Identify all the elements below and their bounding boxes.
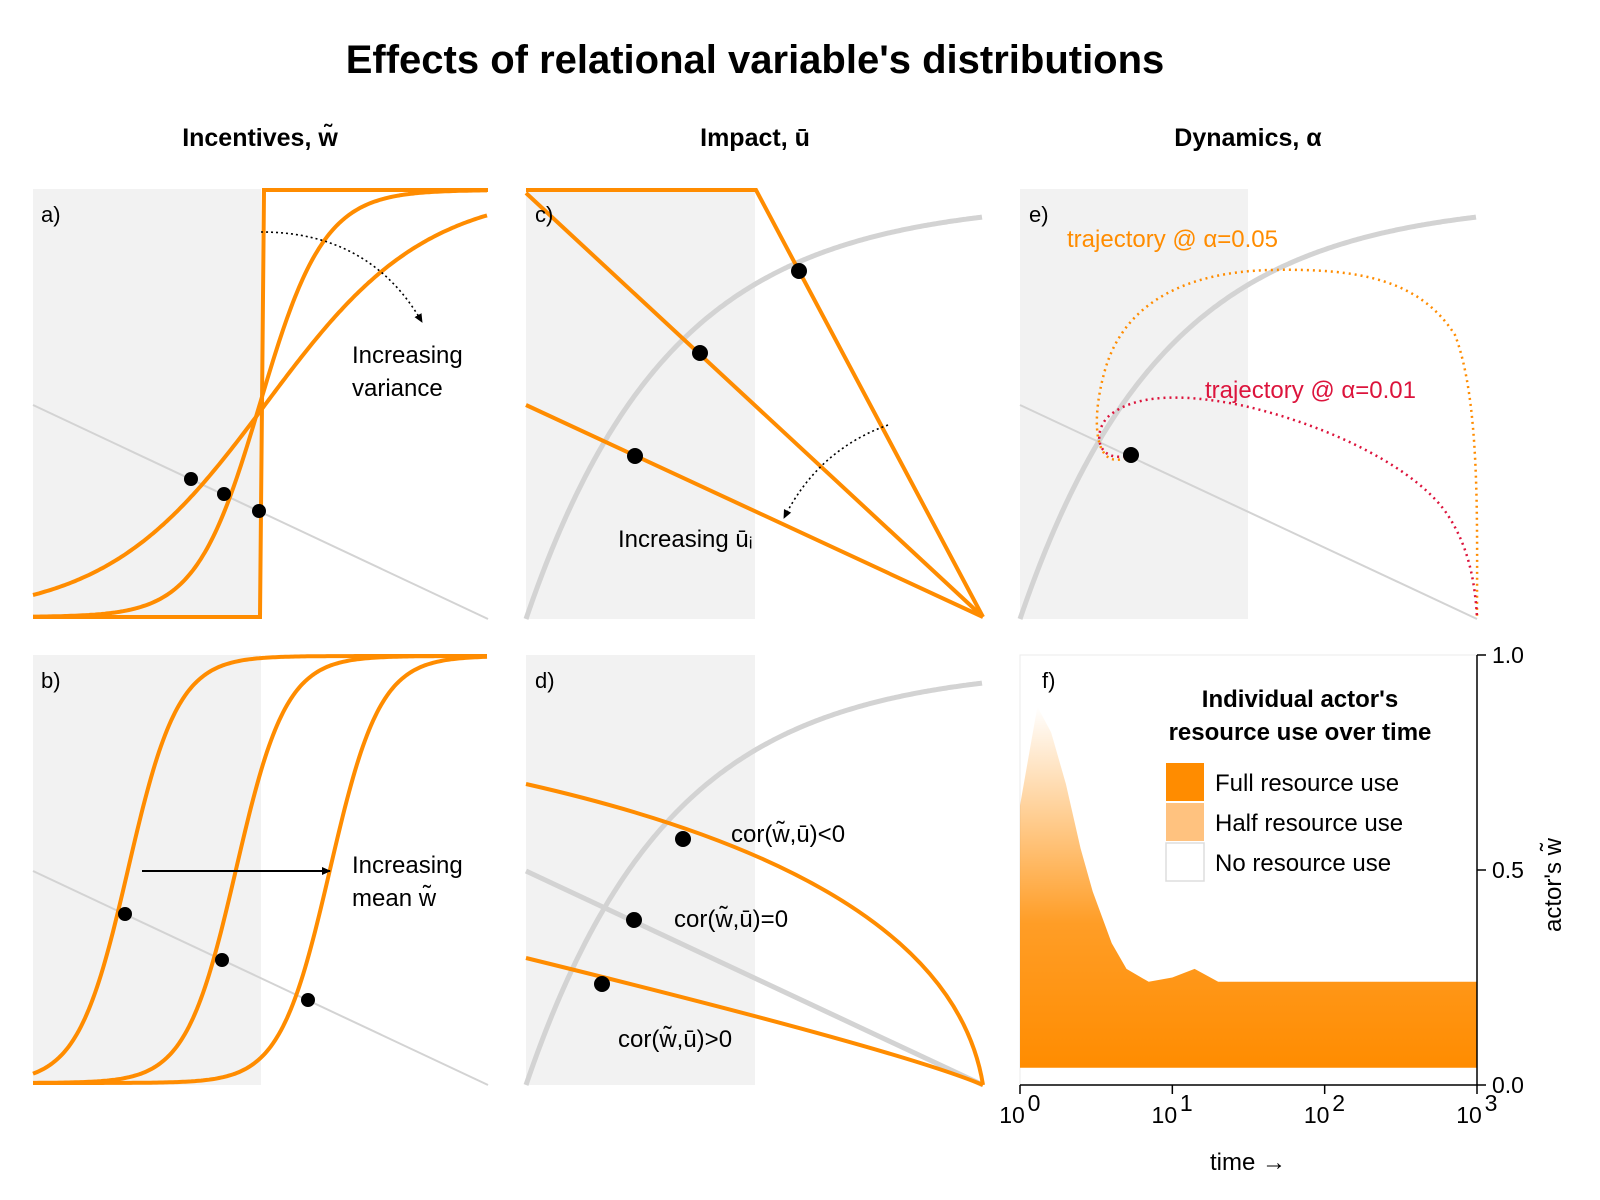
legend-swatch-none	[1165, 842, 1205, 882]
panel-c: c) Increasing ūᵢ	[523, 188, 985, 620]
legend-title-line2: resource use over time	[1169, 719, 1432, 746]
panel-c-annotation: Increasing ūᵢ	[618, 526, 753, 553]
legend-label-none: No resource use	[1215, 850, 1391, 877]
panel-a-arrow	[260, 231, 423, 323]
panel-b-point	[301, 993, 315, 1007]
x-tick-label: 10	[1456, 1102, 1482, 1128]
panel-a-annotation-line1: Increasing	[352, 342, 463, 369]
panel-f-y-axis: 0.0 0.5 1.0	[1476, 642, 1524, 1098]
panel-d-line-zero-cor	[524, 868, 985, 1088]
panel-d-label-positive: cor(w̃,ū)>0	[618, 1026, 732, 1053]
legend-swatch-full	[1166, 763, 1204, 801]
panel-d-point	[594, 976, 610, 992]
column-title-incentives: Incentives, w̃	[182, 123, 338, 152]
panel-b-point	[118, 907, 132, 921]
panel-e: e) trajectory @ α=0.05 trajectory @ α=0.…	[1017, 189, 1479, 620]
panel-a: a) Increasing variance	[32, 188, 489, 620]
panel-c-point	[791, 263, 807, 279]
panel-c-arrow	[783, 424, 889, 519]
panel-e-letter: e)	[1029, 202, 1049, 227]
panel-a-point	[217, 487, 231, 501]
x-tick-exponent: 3	[1485, 1090, 1498, 1116]
panel-d: d) cor(w̃,ū)<0 cor(w̃,ū)=0 cor(w̃,ū)>0	[523, 655, 985, 1088]
panel-d-curve-negative-cor	[525, 782, 985, 1086]
y-tick-label: 1.0	[1492, 642, 1524, 668]
panel-b-curve-mid-mean	[33, 654, 487, 1085]
figure-title: Effects of relational variable's distrib…	[346, 38, 1165, 82]
panel-d-point	[675, 831, 691, 847]
panel-d-label-zero: cor(w̃,ū)=0	[674, 906, 788, 933]
legend-swatch-half	[1166, 803, 1204, 841]
panel-f-letter: f)	[1042, 668, 1055, 693]
y-tick-label: 0.0	[1492, 1072, 1524, 1098]
panel-b-annotation-line1: Increasing	[352, 852, 463, 879]
y-tick-label: 0.5	[1492, 857, 1524, 883]
panel-b-annotation-line2: mean w̃	[352, 885, 437, 912]
panel-c-line-steep	[526, 188, 985, 618]
column-title-impact: Impact, ū	[700, 124, 810, 152]
panel-b-gray-line	[32, 870, 489, 1086]
x-tick-label: 10	[999, 1102, 1025, 1128]
panel-e-gray-curve	[1017, 214, 1477, 620]
panel-c-line-shallow	[525, 403, 984, 619]
panel-c-gray-curve	[523, 214, 983, 620]
panel-f: f) 10 0 10 1 10 2 10 3 0.00.51.0 time → actor's…	[999, 642, 1567, 1176]
panel-f-band	[1020, 706, 1477, 1068]
panel-e-label-fast: trajectory @ α=0.05	[1067, 226, 1278, 253]
panel-d-label-negative: cor(w̃,ū)<0	[731, 821, 845, 848]
panel-a-curve-zero-variance	[33, 188, 488, 619]
x-tick-exponent: 2	[1332, 1090, 1345, 1116]
panel-c-line-mid	[524, 191, 985, 619]
legend-label-full: Full resource use	[1215, 770, 1399, 797]
panel-b: b) Increasing mean w̃	[32, 654, 489, 1086]
panel-e-gray-line	[1019, 404, 1478, 620]
panel-e-shade	[1020, 189, 1248, 619]
panel-f-legend: Individual actor's resource use over tim…	[1165, 686, 1432, 882]
panel-b-point	[215, 953, 229, 967]
panel-f-x-axis: 10 0 10 1 10 2 10 3	[999, 1084, 1498, 1128]
legend-label-half: Half resource use	[1215, 810, 1403, 837]
panel-d-curve-positive-cor	[525, 956, 984, 1087]
panel-d-point	[626, 912, 642, 928]
column-title-dynamics: Dynamics, α	[1174, 124, 1322, 152]
x-tick-exponent: 0	[1028, 1090, 1041, 1116]
panel-c-point	[692, 345, 708, 361]
panel-f-ylabel: actor's w̃	[1540, 837, 1567, 932]
panel-e-point	[1123, 447, 1139, 463]
legend-title-line1: Individual actor's	[1202, 686, 1398, 713]
panel-b-curve-high-mean	[33, 654, 488, 1085]
panel-a-point	[184, 472, 198, 486]
panel-a-letter: a)	[41, 202, 61, 227]
panel-a-point	[252, 504, 266, 518]
panel-c-point	[627, 448, 643, 464]
x-tick-label: 10	[1152, 1102, 1178, 1128]
panel-d-letter: d)	[535, 668, 555, 693]
panel-c-letter: c)	[535, 202, 553, 227]
panel-f-xlabel: time →	[1210, 1149, 1286, 1176]
panel-a-shade	[33, 189, 261, 619]
panel-e-label-slow: trajectory @ α=0.01	[1205, 377, 1416, 404]
panel-d-gray-curve	[523, 680, 983, 1086]
x-tick-label: 10	[1304, 1102, 1330, 1128]
panel-b-letter: b)	[41, 668, 61, 693]
panel-d-shade	[526, 655, 755, 1085]
panel-a-annotation-line2: variance	[352, 375, 443, 402]
x-tick-exponent: 1	[1180, 1090, 1193, 1116]
panel-e-trajectory-slow	[1098, 396, 1479, 618]
panel-c-shade	[526, 189, 755, 619]
